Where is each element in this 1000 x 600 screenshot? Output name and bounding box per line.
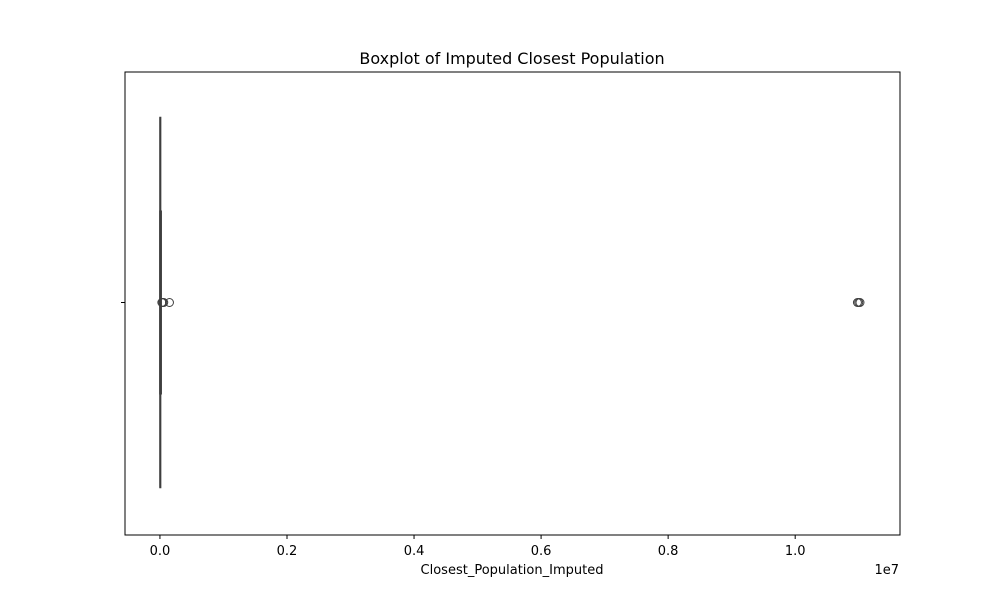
x-tick-label: 1.0 [785, 544, 806, 559]
plot-area [157, 116, 865, 489]
x-tick-label: 0.0 [150, 544, 171, 559]
x-tick-label: 0.4 [404, 544, 425, 559]
x-tick-label: 0.2 [277, 544, 298, 559]
chart-title: Boxplot of Imputed Closest Population [359, 49, 664, 68]
outlier-point [855, 298, 865, 307]
x-tick-label: 0.8 [658, 544, 679, 559]
x-tick-label: 0.6 [531, 544, 552, 559]
x-axis-label: Closest_Population_Imputed [421, 563, 604, 578]
outlier-point [159, 298, 169, 307]
x-axis-offset-label: 1e7 [874, 563, 899, 578]
x-axis-ticks: 0.0 0.2 0.4 0.6 0.8 1.0 [150, 535, 806, 559]
outlier-point [164, 298, 174, 307]
axes-frame [124, 71, 901, 536]
